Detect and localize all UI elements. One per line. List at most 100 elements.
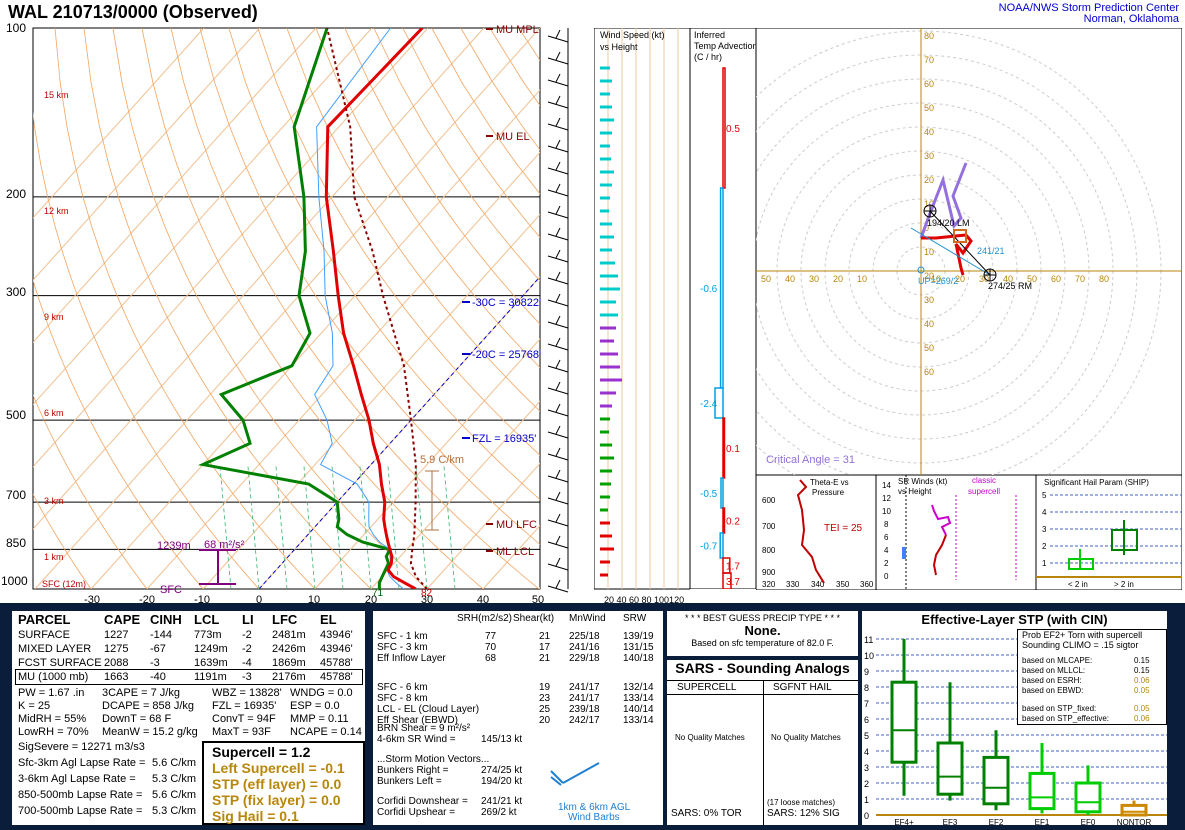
parcel-header: LI xyxy=(242,612,254,627)
ship-panel: Significant Hail Param (SHIP) 5 4 3 2 1 … xyxy=(1036,475,1182,590)
advection-bar xyxy=(720,477,724,509)
advection-value: 0.2 xyxy=(726,517,740,528)
parcel-panel: PARCEL CAPE CINH LCL LI LFC EL SURFACE 1227 -144… xyxy=(12,611,365,825)
parcel-cell: SURFACE xyxy=(18,629,70,641)
kin-cell: 77 xyxy=(485,631,497,642)
srw-y-label: 8 xyxy=(884,520,889,529)
wind-barb xyxy=(547,233,569,241)
temp-adv-units: (C / hr) xyxy=(694,52,722,62)
prob-value: 0.05 xyxy=(1134,686,1150,695)
kin-cell: 17 xyxy=(539,642,551,653)
wind-barb xyxy=(547,57,569,65)
srw-y-label: 0 xyxy=(884,572,889,581)
stp-category-label: NONTOR xyxy=(1117,818,1152,825)
pressure-label: 850 xyxy=(6,536,26,550)
pressure-label: 200 xyxy=(6,187,26,201)
index-cell: MeanW = 15.2 g/kg xyxy=(102,726,198,738)
hodo-y-label: 10 xyxy=(924,247,934,257)
wind-barb xyxy=(547,541,569,549)
lapse-label: 850-500mb Lapse Rate = xyxy=(18,789,143,801)
wind-barb-flag xyxy=(555,403,561,413)
lapse-value: 5.3 C/km xyxy=(152,773,197,785)
parcel-trace xyxy=(326,28,428,589)
stp-panel: Effective-Layer STP (with CIN) 11 10 9 8 7 6 5… xyxy=(862,611,1167,825)
kin-cell: SFC - 8 km xyxy=(377,693,428,704)
pressure-label: 500 xyxy=(6,408,26,422)
hodo-x-label: 70 xyxy=(1075,274,1085,284)
hodo-x-label: 10 xyxy=(857,274,867,284)
kinematics-panel: SRH(m2/s2) Shear(kt) MnWind SRW SFC - 1 km 7… xyxy=(373,611,663,825)
temp-adv-subtitle: Temp Advection xyxy=(694,41,756,51)
dry-adiabat xyxy=(257,28,540,456)
temp-label: -30 xyxy=(84,594,100,603)
wind-barb-flag xyxy=(555,579,561,589)
wind-barb-flag xyxy=(555,425,561,435)
isotherm xyxy=(33,28,261,281)
height-label: 6 km xyxy=(44,408,64,418)
advection-value: 3.7 xyxy=(726,577,740,588)
srw-y-label: 2 xyxy=(884,559,889,568)
ship-y-label: 3 xyxy=(1042,525,1047,534)
theta-x-label: 320 xyxy=(762,580,776,589)
hodo-y-label: 50 xyxy=(924,103,934,113)
ship-y-label: 1 xyxy=(1042,559,1047,568)
advection-value: -0.7 xyxy=(700,542,718,553)
stp-title: Effective-Layer STP (with CIN) xyxy=(921,612,1108,627)
theta-y-label: 600 xyxy=(762,496,776,505)
wind-barb xyxy=(547,387,569,395)
isotherm xyxy=(33,28,205,219)
wind-barb xyxy=(547,497,569,505)
parcel-cell: 2088 xyxy=(104,657,129,669)
parcel-cell: -40 xyxy=(150,671,166,683)
sars-sig: SARS: 12% SIG xyxy=(767,808,840,819)
kin-cell: 239/18 xyxy=(569,704,600,715)
parcel-cell: FCST SURFACE xyxy=(18,657,102,669)
parcel-header: EL xyxy=(320,612,337,627)
kin-cell: SFC - 1 km xyxy=(377,631,428,642)
sr-wind-label: 4-6km SR Wind = xyxy=(377,734,456,745)
corfidi-down-label: Corfidi Downshear = xyxy=(377,796,468,807)
ship-y-label: 5 xyxy=(1042,491,1047,500)
barbs-label-2: Wind Barbs xyxy=(568,812,620,823)
kin-header: Shear(kt) xyxy=(513,613,555,624)
stp-category-label: EF1 xyxy=(1035,818,1050,825)
ship-title: Significant Hail Param (SHIP) xyxy=(1044,478,1149,487)
stp-box xyxy=(1074,781,1102,814)
srw-supercell: supercell xyxy=(968,487,1000,496)
isotherm xyxy=(426,462,540,589)
stp-y-label: 11 xyxy=(864,635,873,645)
ship-x-label: > 2 in xyxy=(1114,580,1134,589)
prob-label: based on MLCAPE: xyxy=(1022,656,1093,665)
parcel-cell: MIXED LAYER xyxy=(18,643,92,655)
lapse-label: Sfc-3km Agl Lapse Rate = xyxy=(18,757,146,769)
dry-adiabat xyxy=(33,493,92,589)
parcel-cell: 1869m xyxy=(272,657,306,669)
lapse-value: 5.6 C/km xyxy=(152,757,197,769)
lapse-rate-label: 5.9 C/km xyxy=(420,454,464,466)
stp-category-label: EF3 xyxy=(943,818,958,825)
kin-cell: 241/16 xyxy=(569,642,600,653)
index-cell: FZL = 16935' xyxy=(212,700,277,712)
kin-cell: 229/18 xyxy=(569,653,600,664)
mean-wind-label: 241/21 xyxy=(977,246,1005,256)
hodo-x-label: 30 xyxy=(809,274,819,284)
kin-cell: 139/19 xyxy=(623,631,654,642)
advection-value: 0.1 xyxy=(726,444,740,455)
stp-box xyxy=(890,680,918,764)
theta-x-label: 330 xyxy=(786,580,800,589)
precip-sub: Based on sfc temperature of 82.0 F. xyxy=(691,638,834,648)
parcel-header: CAPE xyxy=(104,612,141,627)
wind-barb-flag xyxy=(555,513,561,523)
pressure-label: 700 xyxy=(6,488,26,502)
prob-title-2: Sounding CLIMO = .15 sigtor xyxy=(1022,640,1139,650)
stp-y-label: 4 xyxy=(864,747,869,757)
mu-lfc-label: MU LFC xyxy=(496,519,537,531)
kin-cell: 131/15 xyxy=(623,642,654,653)
hodo-x-label: 50 xyxy=(761,274,771,284)
wind-barb xyxy=(547,123,569,131)
isotherm xyxy=(202,213,540,589)
kin-cell: 241/17 xyxy=(569,693,600,704)
kin-cell: 21 xyxy=(539,653,551,664)
parcel-header: CINH xyxy=(150,612,182,627)
stp-y-label: 3 xyxy=(864,763,869,773)
